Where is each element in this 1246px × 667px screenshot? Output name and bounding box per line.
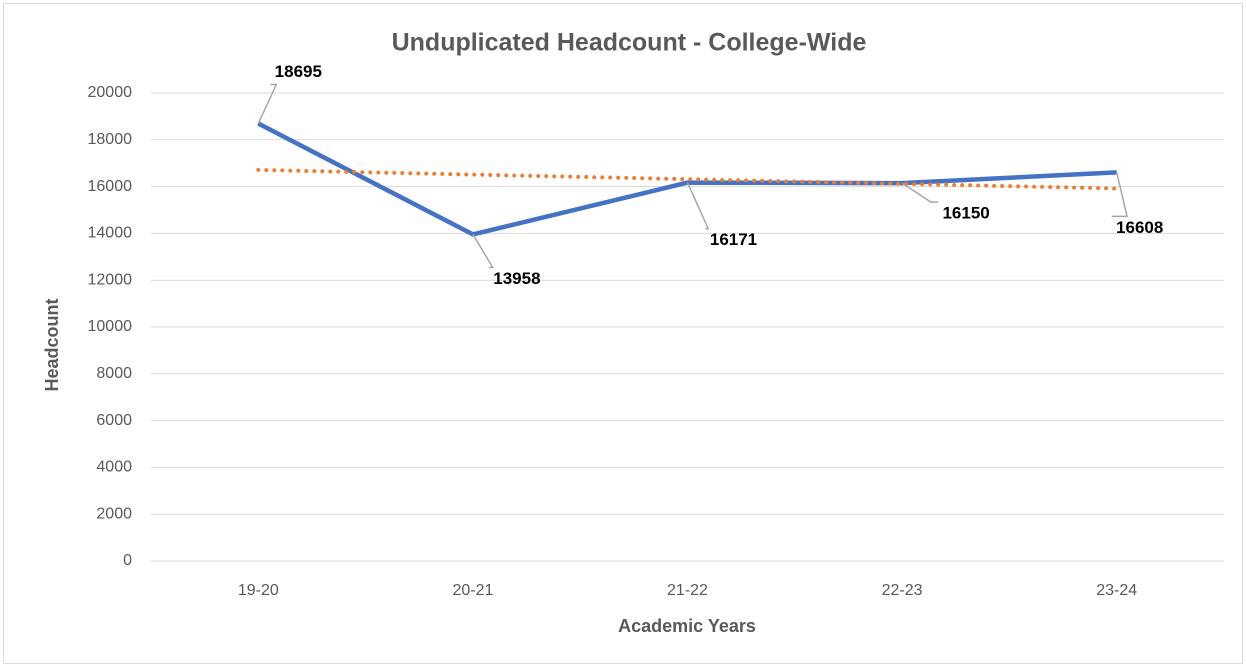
data-label: 16171 [710,230,757,249]
x-tick-label: 19-20 [238,582,279,599]
data-label: 16150 [942,204,989,223]
x-tick-label: 23-24 [1096,582,1137,599]
x-tick-label: 21-22 [667,582,708,599]
leader-line [1111,172,1128,218]
y-tick-label: 0 [123,552,132,569]
leader-line [901,182,939,203]
chart-title: Unduplicated Headcount - College-Wide [392,29,867,57]
trendline [256,167,1119,191]
y-tick-label: 8000 [96,365,132,382]
y-tick-label: 12000 [88,271,133,288]
y-tick-label: 18000 [88,131,133,148]
y-tick-label: 20000 [88,84,133,101]
y-axis-label: Headcount [42,298,62,391]
y-tick-label: 16000 [88,178,133,195]
data-label: 18695 [275,62,322,81]
data-label: 13958 [493,269,540,288]
y-tick-label: 14000 [88,225,133,242]
data-label: 16608 [1116,218,1163,237]
x-tick-label: 20-21 [452,582,493,599]
chart-border [3,3,1243,664]
leader-line [257,83,278,124]
x-axis-label: Academic Years [618,616,756,636]
leader-line [472,233,495,269]
y-tick-label: 10000 [88,318,133,335]
y-tick-label: 4000 [96,459,132,476]
leader-line [686,182,710,230]
y-tick-label: 6000 [96,412,132,429]
y-tick-label: 2000 [96,505,132,522]
x-tick-label: 22-23 [882,582,923,599]
